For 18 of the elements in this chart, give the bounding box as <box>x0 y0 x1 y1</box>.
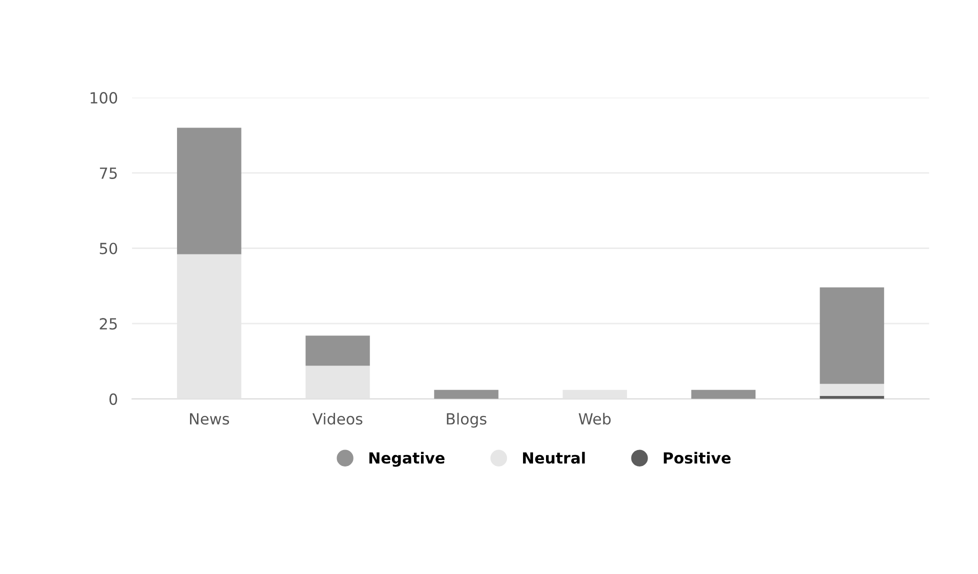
bar <box>177 128 242 254</box>
legend-label: Neutral <box>523 452 585 464</box>
legend-label: Negative <box>369 452 445 467</box>
x-tick-label: Videos <box>312 412 362 425</box>
x-tick-label: Blogs <box>446 412 486 428</box>
bar <box>820 287 884 384</box>
bar <box>434 390 498 399</box>
y-tick-label: 100 <box>90 92 118 104</box>
legend-label: Positive <box>664 452 731 464</box>
x-tick-label: News <box>190 413 230 425</box>
y-tick-label: 0 <box>109 393 118 405</box>
y-tick-label: 75 <box>100 168 117 179</box>
bar <box>820 384 884 396</box>
x-tick-label: Web <box>578 412 611 425</box>
y-tick-label: 50 <box>100 242 118 254</box>
bar <box>691 390 756 399</box>
bar <box>306 336 370 366</box>
y-tick-label: 25 <box>100 318 117 330</box>
